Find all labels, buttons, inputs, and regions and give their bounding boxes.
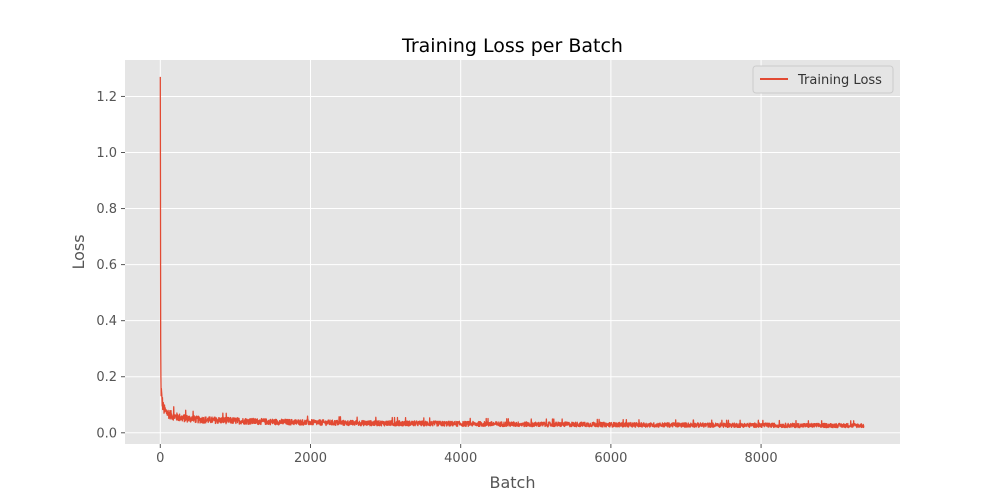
x-tick-label: 4000 — [444, 451, 477, 466]
tick-labels: 0 2000 4000 6000 8000 0.0 0.2 0.4 0.6 0.8 1.0 1.2 — [96, 90, 777, 466]
x-tick-label: 2000 — [294, 451, 327, 466]
x-axis-label: Batch — [490, 473, 536, 492]
x-tick-label: 0 — [156, 451, 164, 466]
y-tick-label: 1.2 — [96, 90, 117, 105]
y-tick-label: 0.0 — [96, 426, 117, 441]
y-tick-label: 0.2 — [96, 370, 117, 385]
y-tick-label: 1.0 — [96, 146, 117, 161]
legend: Training Loss — [752, 65, 894, 94]
y-axis-label: Loss — [69, 234, 88, 269]
series-line-training-loss — [159, 76, 865, 429]
legend-label-training-loss: Training Loss — [797, 73, 882, 88]
series-layer — [159, 76, 865, 429]
y-tick-label: 0.8 — [96, 202, 117, 217]
x-tick-label: 8000 — [745, 451, 778, 466]
y-tick-label: 0.4 — [96, 314, 117, 329]
legend-box — [752, 65, 894, 94]
x-tick-label: 6000 — [594, 451, 627, 466]
grid — [125, 60, 900, 444]
plot-area — [125, 60, 900, 444]
y-tick-label: 0.6 — [96, 258, 117, 273]
chart-title: Training Loss per Batch — [401, 35, 623, 57]
